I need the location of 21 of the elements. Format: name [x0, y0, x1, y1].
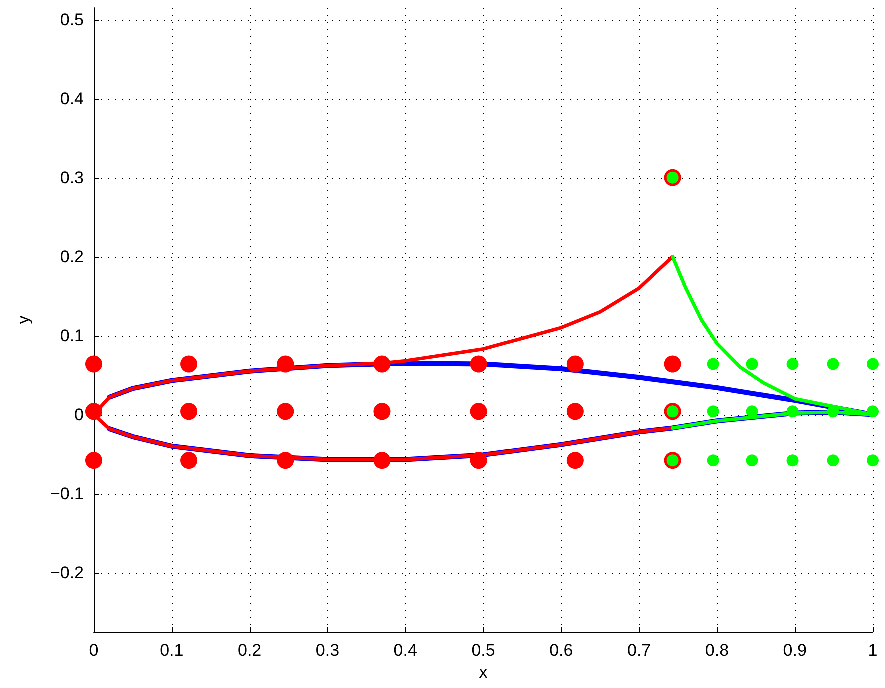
x-tick-label: 0.2 — [238, 641, 262, 660]
y-tick-label: 0.5 — [60, 10, 84, 30]
x-axis-title: x — [479, 662, 488, 682]
x-tick-label: 0 — [89, 641, 99, 660]
x-tick-label: 0.7 — [627, 641, 652, 660]
y-axis-title: y — [14, 315, 33, 324]
x-tick-label: 0.5 — [472, 641, 496, 660]
y-tick-label: −0.2 — [50, 563, 84, 582]
x-tick-label: 0.8 — [705, 641, 730, 660]
y-tick-label: 0.2 — [60, 247, 84, 266]
x-tick-label: 0.9 — [783, 641, 807, 660]
x-tick-label: 0.3 — [316, 641, 340, 660]
x-tick-label: 1 — [868, 641, 878, 660]
y-tick-label: −0.1 — [50, 484, 84, 504]
y-tick-label: 0.1 — [60, 326, 84, 346]
y-tick-label: 0.3 — [60, 168, 84, 188]
x-tick-label: 0.4 — [394, 641, 418, 660]
x-tick-label: 0.1 — [160, 641, 184, 660]
y-tick-label: 0.4 — [60, 89, 84, 108]
y-tick-label: 0 — [74, 405, 84, 424]
x-tick-label: 0.6 — [550, 641, 574, 660]
